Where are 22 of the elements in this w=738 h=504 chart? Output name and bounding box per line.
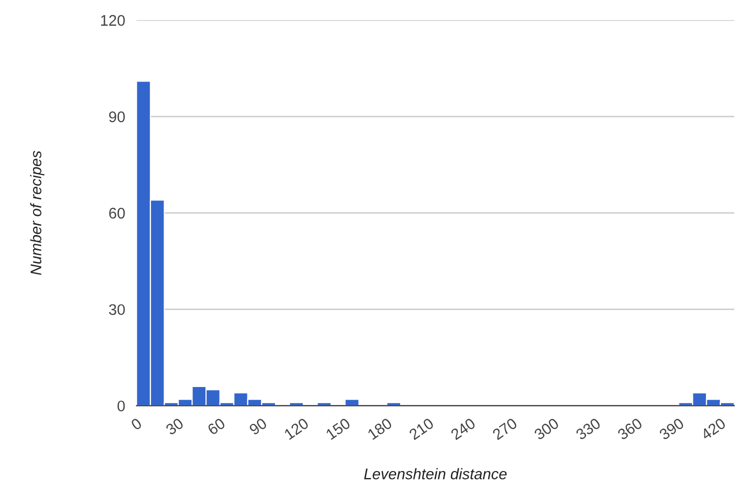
x-axis-title: Levenshtein distance [364, 468, 507, 480]
x-tick-label: 90 [248, 418, 268, 436]
x-tick-label: 210 [408, 418, 434, 440]
x-tick-label: 120 [284, 418, 310, 440]
x-tick-label: 150 [325, 418, 352, 440]
y-tick-label: 120 [101, 15, 125, 26]
x-tick-label: 240 [450, 418, 476, 440]
x-tick-label: 360 [616, 418, 643, 440]
x-tick-label: 180 [367, 418, 393, 440]
x-tick-label: 0 [130, 418, 142, 431]
x-tick-label: 390 [658, 418, 685, 440]
y-tick-label: 60 [109, 208, 125, 219]
x-tick-label: 270 [492, 418, 518, 440]
y-tick-label: 30 [109, 304, 125, 316]
x-tick-label: 60 [206, 418, 226, 436]
x-tick-label: 300 [533, 418, 560, 440]
y-tick-label: 0 [118, 400, 125, 412]
x-tick-label: 420 [700, 418, 726, 440]
y-tick-label: 90 [109, 111, 125, 122]
y-axis-title: Number of recipes [30, 150, 44, 275]
x-tick-label: 30 [165, 418, 184, 436]
x-tick-label: 330 [575, 418, 602, 440]
